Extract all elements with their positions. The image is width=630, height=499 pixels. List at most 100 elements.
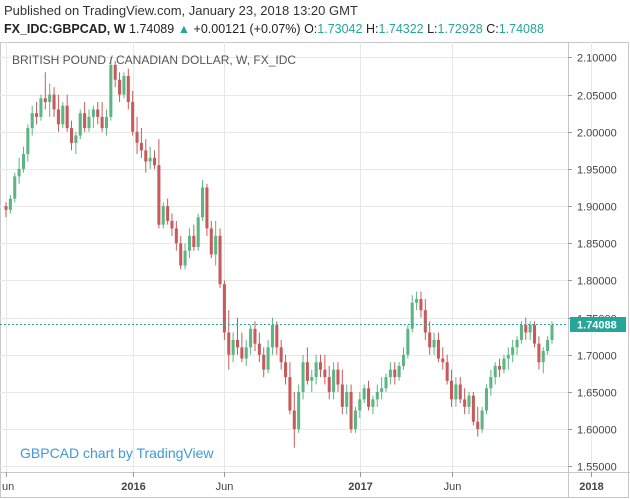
candle-up (415, 299, 419, 303)
y-tick-label: 1.95000 (577, 165, 617, 177)
y-tick-label: 2.00000 (577, 128, 617, 140)
low-value: 1.72928 (437, 22, 483, 36)
candle-down (336, 369, 340, 385)
candle-down (65, 105, 69, 129)
candle-down (441, 358, 445, 363)
candle-up (214, 235, 218, 255)
candle-down (235, 339, 240, 348)
candle-up (91, 109, 95, 117)
candle-down (83, 113, 87, 129)
candle-up (375, 391, 379, 400)
candle-down (205, 187, 209, 229)
candle-down (43, 98, 47, 103)
candle-up (511, 347, 515, 355)
candle-up (345, 391, 349, 407)
candlestick-chart[interactable]: 1.550001.600001.650001.700001.750001.800… (0, 42, 630, 499)
x-tick-label: Jun (216, 481, 234, 493)
candle-up (48, 94, 52, 103)
candle-down (349, 391, 353, 430)
candle-down (139, 142, 143, 151)
candle-down (56, 109, 60, 125)
candle-up (401, 354, 406, 366)
candle-down (476, 421, 480, 430)
candle-up (515, 339, 519, 348)
candle-down (532, 325, 537, 344)
last-price: 1.74089 (129, 22, 175, 36)
candle-down (323, 369, 327, 378)
candle-up (183, 250, 187, 266)
candle-up (519, 325, 523, 340)
candle-up (78, 113, 82, 136)
candle-up (493, 365, 497, 378)
candle-down (179, 243, 183, 266)
candle-down (135, 131, 139, 143)
candle-down (152, 157, 157, 166)
candle-up (104, 116, 108, 129)
candle-down (4, 206, 8, 210)
candle-down (436, 339, 440, 359)
candle-down (428, 332, 432, 348)
candle-up (410, 302, 414, 329)
candle-down (305, 362, 309, 381)
candle-up (502, 358, 506, 370)
price-change: +0.00121 (+0.07%) (193, 22, 301, 36)
candle-down (318, 362, 323, 370)
time-axis: un 2016 Jun 2017 Jun 2018 (2, 472, 604, 493)
candle-up (297, 391, 301, 430)
high-value: 1.74322 (378, 22, 424, 36)
candle-up (353, 410, 357, 430)
candle-down (498, 365, 502, 370)
candle-up (13, 176, 17, 199)
y-tick-label: 1.90000 (577, 202, 617, 214)
candle-down (450, 380, 454, 400)
candle-down (367, 388, 371, 407)
candle-up (314, 362, 318, 378)
candle-down (423, 310, 427, 333)
candle-down (218, 235, 222, 285)
candle-up (161, 206, 165, 225)
chart-title: BRITISH POUND / CANADIAN DOLLAR, W, FX_I… (12, 53, 296, 67)
candle-up (506, 354, 510, 359)
x-tick-label: Jun (444, 481, 462, 493)
candle-down (463, 399, 467, 407)
candle-down (157, 165, 161, 225)
candle-up (484, 388, 489, 411)
candle-down (100, 116, 104, 129)
open-label: O: (304, 22, 318, 36)
close-value: 1.74088 (498, 22, 544, 36)
candle-down (240, 347, 244, 359)
candle-up (489, 377, 493, 389)
y-tick-label: 2.10000 (577, 53, 617, 65)
close-label: C: (486, 22, 499, 36)
candle-down (170, 220, 174, 229)
candle-up (332, 369, 336, 392)
candle-down (419, 299, 423, 311)
candle-down (292, 410, 296, 430)
candle-up (109, 64, 113, 117)
candle-up (30, 113, 34, 129)
candle-up (371, 399, 375, 407)
x-tick-label: 2017 (348, 481, 372, 493)
x-tick-label: un (2, 481, 14, 493)
candle-up (397, 365, 401, 378)
candle-up (467, 395, 471, 407)
candle-down (69, 128, 74, 143)
candle-up (432, 339, 436, 348)
candle-down (113, 64, 117, 80)
candle-down (458, 384, 462, 400)
candle-up (358, 399, 362, 411)
candle-down (166, 206, 170, 221)
candle-down (340, 384, 344, 407)
x-tick-label: 2018 (579, 481, 603, 493)
candle-up (26, 128, 30, 155)
last-price-marker-label: 1.74088 (577, 320, 617, 332)
candle-up (454, 384, 458, 400)
candle-up (384, 377, 388, 389)
change-arrow-icon: ▲ (177, 22, 191, 36)
candle-up (244, 347, 248, 359)
y-tick-label: 1.65000 (577, 388, 617, 400)
candle-down (537, 343, 541, 363)
candle-down (327, 377, 331, 392)
quote-bar: FX_IDC:GBPCAD, W 1.74089 ▲ +0.00121 (+0.… (4, 22, 544, 36)
candle-down (174, 228, 178, 244)
